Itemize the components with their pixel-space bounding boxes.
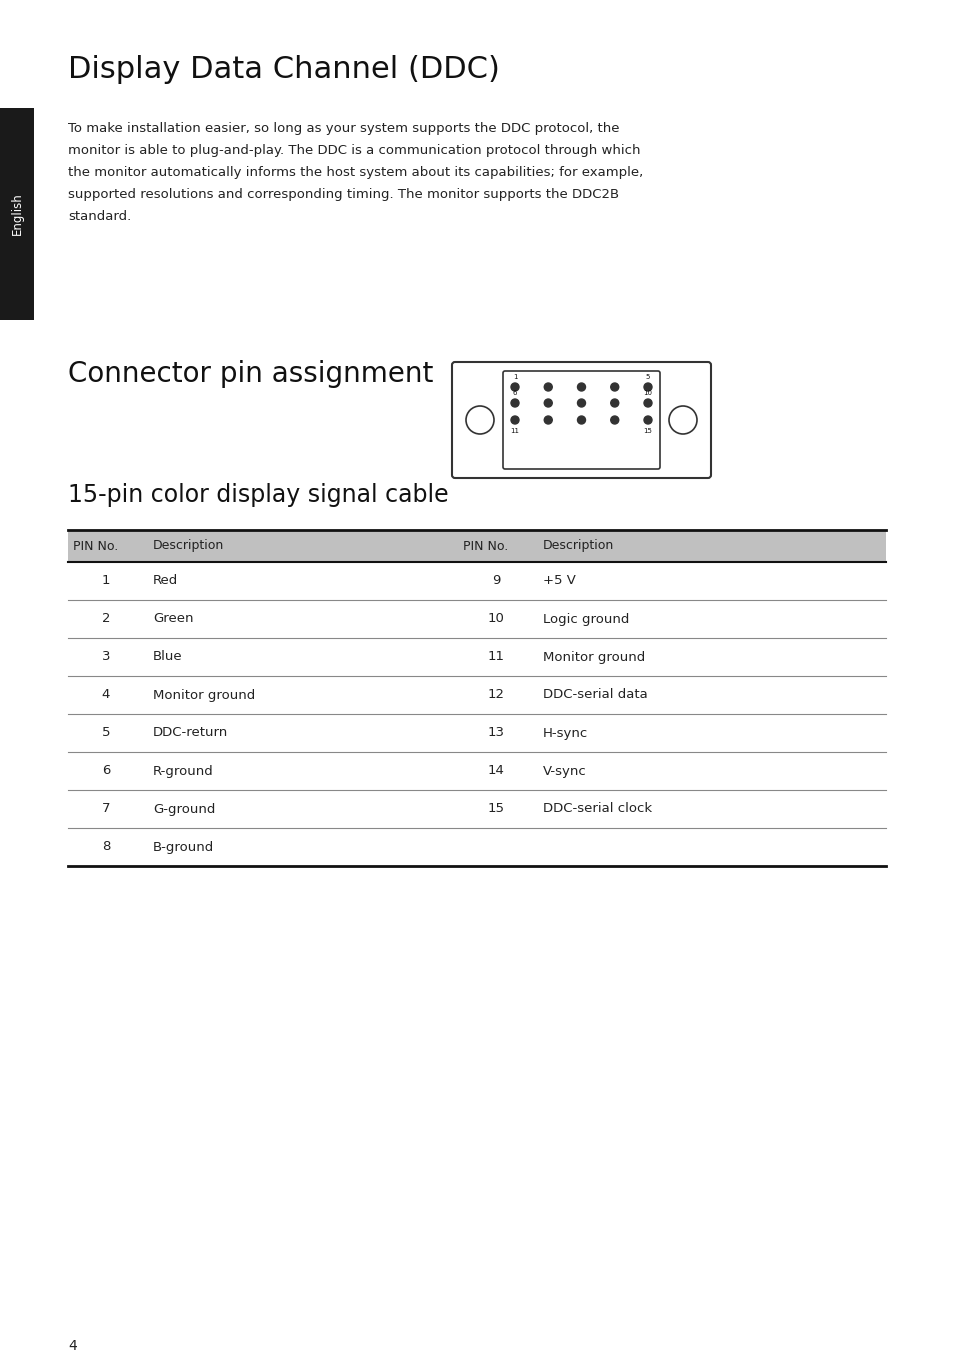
- Text: 5: 5: [645, 374, 650, 381]
- Text: 4: 4: [102, 689, 111, 701]
- FancyBboxPatch shape: [452, 361, 710, 478]
- Circle shape: [577, 383, 585, 392]
- Text: 10: 10: [643, 390, 652, 396]
- Text: 11: 11: [510, 428, 519, 434]
- Circle shape: [511, 398, 518, 407]
- Text: Display Data Channel (DDC): Display Data Channel (DDC): [68, 55, 499, 84]
- Text: 3: 3: [102, 650, 111, 664]
- Text: Blue: Blue: [152, 650, 182, 664]
- Circle shape: [511, 416, 518, 424]
- Text: DDC-serial clock: DDC-serial clock: [542, 802, 652, 816]
- FancyBboxPatch shape: [502, 371, 659, 470]
- Text: B-ground: B-ground: [152, 841, 214, 853]
- Bar: [0, 108, 34, 320]
- Circle shape: [543, 416, 552, 424]
- Text: 2: 2: [102, 612, 111, 626]
- Text: 14: 14: [487, 764, 504, 778]
- Text: 6: 6: [102, 764, 111, 778]
- Text: DDC-return: DDC-return: [152, 727, 228, 739]
- Text: 1: 1: [102, 575, 111, 587]
- Text: 15: 15: [487, 802, 504, 816]
- Text: +5 V: +5 V: [542, 575, 576, 587]
- Text: G-ground: G-ground: [152, 802, 215, 816]
- Text: Connector pin assignment: Connector pin assignment: [68, 360, 433, 387]
- Circle shape: [668, 407, 697, 434]
- Text: 5: 5: [102, 727, 111, 739]
- Text: 6: 6: [512, 390, 517, 396]
- Text: 8: 8: [102, 841, 111, 853]
- Circle shape: [577, 416, 585, 424]
- Text: PIN No.: PIN No.: [462, 539, 508, 553]
- Circle shape: [643, 416, 651, 424]
- Text: H-sync: H-sync: [542, 727, 588, 739]
- Text: 10: 10: [487, 612, 504, 626]
- Text: Monitor ground: Monitor ground: [152, 689, 255, 701]
- Text: 13: 13: [487, 727, 504, 739]
- Text: Green: Green: [152, 612, 193, 626]
- Text: To make installation easier, so long as your system supports the DDC protocol, t: To make installation easier, so long as …: [68, 122, 618, 136]
- Text: supported resolutions and corresponding timing. The monitor supports the DDC2B: supported resolutions and corresponding …: [68, 188, 618, 201]
- Text: Red: Red: [152, 575, 178, 587]
- Text: V-sync: V-sync: [542, 764, 586, 778]
- Text: 12: 12: [487, 689, 504, 701]
- Text: Description: Description: [542, 539, 614, 553]
- Text: 1: 1: [512, 374, 517, 381]
- Circle shape: [577, 398, 585, 407]
- Text: DDC-serial data: DDC-serial data: [542, 689, 647, 701]
- Circle shape: [511, 383, 518, 392]
- Text: 11: 11: [487, 650, 504, 664]
- Circle shape: [543, 383, 552, 392]
- Text: monitor is able to plug-and-play. The DDC is a communication protocol through wh: monitor is able to plug-and-play. The DD…: [68, 144, 639, 157]
- Text: Logic ground: Logic ground: [542, 612, 629, 626]
- Bar: [68, 530, 885, 563]
- Text: English: English: [10, 193, 24, 235]
- Text: 4: 4: [68, 1339, 76, 1353]
- Circle shape: [610, 398, 618, 407]
- Circle shape: [610, 383, 618, 392]
- Text: standard.: standard.: [68, 209, 132, 223]
- Text: 9: 9: [492, 575, 499, 587]
- Text: PIN No.: PIN No.: [73, 539, 118, 553]
- Text: 7: 7: [102, 802, 111, 816]
- Circle shape: [610, 416, 618, 424]
- Circle shape: [543, 398, 552, 407]
- Text: Description: Description: [152, 539, 224, 553]
- Text: 15-pin color display signal cable: 15-pin color display signal cable: [68, 483, 448, 507]
- Circle shape: [643, 398, 651, 407]
- Circle shape: [643, 383, 651, 392]
- Text: 15: 15: [643, 428, 652, 434]
- Text: R-ground: R-ground: [152, 764, 213, 778]
- Circle shape: [465, 407, 494, 434]
- Text: the monitor automatically informs the host system about its capabilities; for ex: the monitor automatically informs the ho…: [68, 166, 642, 179]
- Text: Monitor ground: Monitor ground: [542, 650, 644, 664]
